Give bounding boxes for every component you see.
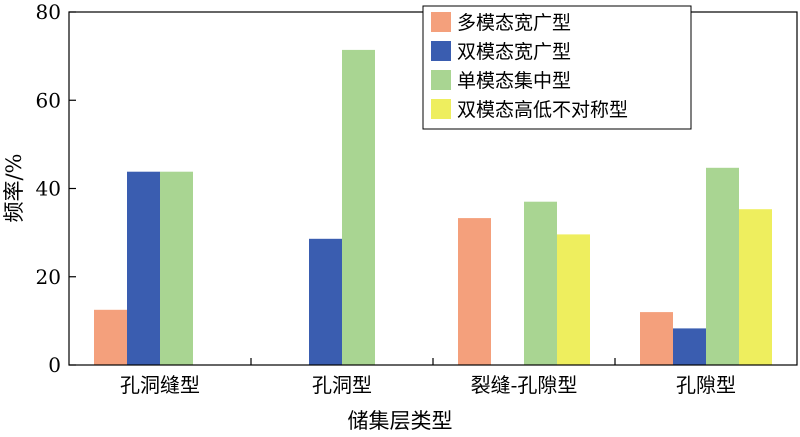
x-tick-label: 孔洞型 <box>312 373 372 397</box>
bar <box>640 312 673 365</box>
bar <box>127 171 160 365</box>
x-tick-label: 裂缝-孔隙型 <box>471 373 578 397</box>
legend-label: 单模态集中型 <box>457 70 571 92</box>
x-tick-label: 孔洞缝型 <box>120 373 200 397</box>
bar <box>94 309 127 365</box>
y-tick-label: 20 <box>36 265 61 289</box>
x-tick-label: 孔隙型 <box>676 373 736 397</box>
bar <box>739 209 772 365</box>
legend-swatch <box>431 41 451 61</box>
y-axis-title: 频率/% <box>2 153 26 222</box>
bar <box>160 171 193 365</box>
legend-label: 多模态宽广型 <box>457 12 571 34</box>
bar <box>458 218 491 365</box>
bars-group <box>94 49 772 366</box>
y-ticks: 0 20 40 60 80 <box>36 0 76 377</box>
legend-label: 双模态高低不对称型 <box>457 99 628 121</box>
bar <box>706 167 739 365</box>
legend-swatch <box>431 12 451 32</box>
x-ticks: 孔洞缝型 孔洞型 裂缝-孔隙型 孔隙型 <box>120 358 736 397</box>
bar <box>524 201 557 365</box>
bar <box>309 238 342 365</box>
bar <box>673 328 706 365</box>
x-axis-title: 储集层类型 <box>348 409 453 433</box>
y-tick-label: 0 <box>48 353 61 377</box>
legend-frame <box>422 5 692 130</box>
y-tick-label: 60 <box>36 88 61 112</box>
y-tick-label: 80 <box>36 0 61 24</box>
bar <box>342 49 375 366</box>
bar <box>557 234 590 365</box>
legend-swatch <box>431 99 451 119</box>
legend-label: 双模态宽广型 <box>457 41 571 63</box>
y-tick-label: 40 <box>36 177 61 201</box>
legend-swatch <box>431 70 451 90</box>
